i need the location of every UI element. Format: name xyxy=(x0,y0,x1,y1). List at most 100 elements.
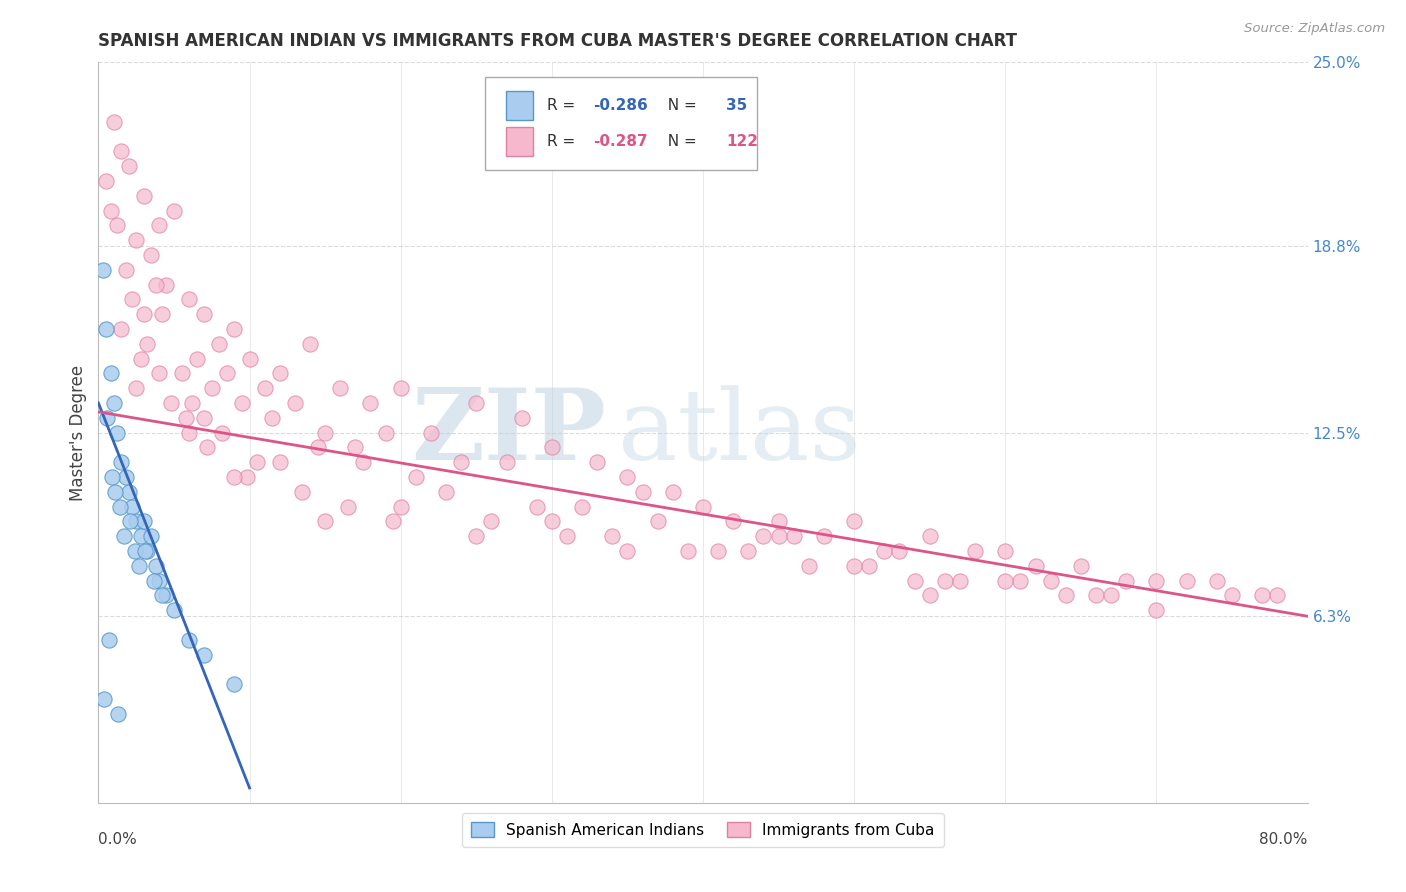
Point xyxy=(125,381,148,395)
Point xyxy=(129,351,152,366)
Point xyxy=(239,351,262,366)
Point xyxy=(889,544,911,558)
Point xyxy=(170,367,193,381)
Point xyxy=(994,574,1017,588)
Point xyxy=(813,529,835,543)
Point xyxy=(155,277,177,292)
Point xyxy=(723,515,745,529)
Point xyxy=(661,484,683,499)
Point xyxy=(450,455,472,469)
Point xyxy=(1070,558,1092,573)
Point xyxy=(104,484,127,499)
Point xyxy=(1085,589,1108,603)
Point xyxy=(141,529,163,543)
Point xyxy=(434,484,457,499)
Point xyxy=(91,262,114,277)
Point xyxy=(150,589,173,603)
Point xyxy=(121,293,143,307)
Point xyxy=(949,574,972,588)
Point xyxy=(768,515,790,529)
Point xyxy=(93,692,115,706)
Point xyxy=(465,529,488,543)
Point xyxy=(1039,574,1062,588)
Point xyxy=(752,529,775,543)
Point xyxy=(858,558,880,573)
Point xyxy=(918,589,941,603)
Point xyxy=(208,336,231,351)
Point xyxy=(707,544,730,558)
Point xyxy=(141,248,163,262)
Point xyxy=(105,219,128,233)
Point xyxy=(132,515,155,529)
Text: -0.287: -0.287 xyxy=(593,134,648,149)
Point xyxy=(145,277,167,292)
Point xyxy=(211,425,233,440)
Point xyxy=(994,544,1017,558)
Point xyxy=(145,558,167,573)
Point xyxy=(114,470,136,484)
Point xyxy=(420,425,443,440)
Point xyxy=(100,367,122,381)
Point xyxy=(336,500,359,514)
Point xyxy=(107,706,129,721)
Text: ZIP: ZIP xyxy=(412,384,606,481)
Point xyxy=(873,544,896,558)
Point xyxy=(307,441,329,455)
Text: 35: 35 xyxy=(725,98,747,113)
Point xyxy=(1146,574,1168,588)
Point xyxy=(1010,574,1032,588)
Point xyxy=(314,515,336,529)
Text: SPANISH AMERICAN INDIAN VS IMMIGRANTS FROM CUBA MASTER'S DEGREE CORRELATION CHAR: SPANISH AMERICAN INDIAN VS IMMIGRANTS FR… xyxy=(98,32,1018,50)
Point xyxy=(510,410,533,425)
Point xyxy=(291,484,314,499)
Point xyxy=(135,544,157,558)
Point xyxy=(1220,589,1243,603)
Point xyxy=(100,203,122,218)
Point xyxy=(174,410,197,425)
Point xyxy=(495,455,517,469)
Point xyxy=(616,470,638,484)
Text: R =: R = xyxy=(547,98,581,113)
Point xyxy=(179,632,201,647)
Point xyxy=(125,233,148,247)
Point xyxy=(1175,574,1198,588)
Point xyxy=(101,470,124,484)
Point xyxy=(150,307,173,321)
Point xyxy=(135,336,157,351)
Point xyxy=(314,425,336,440)
Point xyxy=(132,188,155,202)
Point xyxy=(112,529,135,543)
Point xyxy=(1146,603,1168,617)
Point xyxy=(616,544,638,558)
Point xyxy=(129,529,152,543)
Point xyxy=(918,529,941,543)
FancyBboxPatch shape xyxy=(506,91,533,120)
Point xyxy=(181,396,204,410)
Point xyxy=(389,381,412,395)
Text: 122: 122 xyxy=(725,134,758,149)
Point xyxy=(163,603,186,617)
Point xyxy=(299,336,322,351)
Point xyxy=(253,381,276,395)
Text: R =: R = xyxy=(547,134,581,149)
Point xyxy=(555,529,578,543)
Point xyxy=(1024,558,1046,573)
Point xyxy=(155,589,177,603)
Point xyxy=(526,500,548,514)
Point xyxy=(103,114,125,128)
Point xyxy=(121,500,143,514)
Point xyxy=(360,396,382,410)
Point xyxy=(118,159,141,173)
Point xyxy=(179,425,201,440)
Point xyxy=(143,574,166,588)
Point xyxy=(110,145,132,159)
Text: N =: N = xyxy=(658,98,702,113)
Point xyxy=(269,455,291,469)
Point xyxy=(148,574,170,588)
Point xyxy=(797,558,820,573)
Point xyxy=(783,529,806,543)
Point xyxy=(179,293,201,307)
Point xyxy=(94,174,117,188)
Point xyxy=(647,515,669,529)
Legend: Spanish American Indians, Immigrants from Cuba: Spanish American Indians, Immigrants fro… xyxy=(463,813,943,847)
